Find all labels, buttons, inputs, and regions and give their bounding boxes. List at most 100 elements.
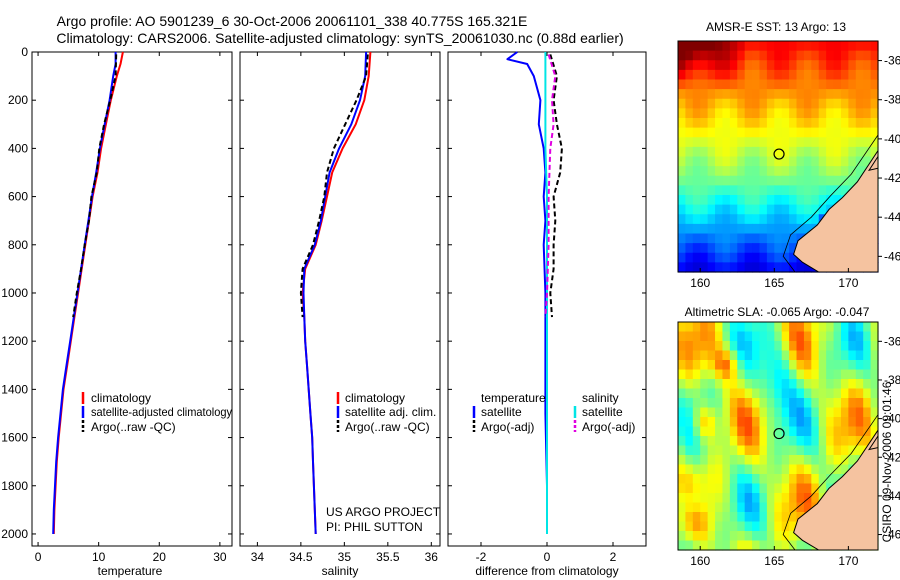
- sla-map-cell: [774, 464, 783, 475]
- sla-map-cell: [848, 426, 857, 437]
- sla-map-cell: [818, 483, 827, 494]
- sla-map-cell: [722, 360, 731, 371]
- sla-map-cell: [848, 341, 857, 352]
- sst-map-cell: [789, 89, 798, 100]
- sla-map-cell: [752, 379, 761, 390]
- sla-map-cell: [855, 341, 864, 352]
- credit-label: CSIRO 09-Nov-2006 09:01:46: [880, 381, 894, 542]
- sst-map-cell: [722, 118, 731, 129]
- sst-map-cell: [818, 108, 827, 119]
- sst-map-cell: [781, 204, 790, 215]
- sla-map-cell: [678, 369, 687, 380]
- sst-map-cell: [781, 98, 790, 109]
- sla-map-cell: [789, 502, 798, 513]
- sla-map-cell: [818, 436, 827, 447]
- sst-map-cell: [729, 146, 738, 158]
- sst-map-cell: [811, 166, 820, 177]
- sla-map-cell: [700, 360, 709, 371]
- sst-map-cell: [826, 60, 835, 71]
- sla-map-cell: [715, 322, 724, 333]
- sla-map-cell: [729, 322, 738, 333]
- sst-map-cell: [803, 146, 812, 158]
- sla-map-cell: [796, 483, 805, 494]
- sst-map-contour: [782, 134, 879, 273]
- sst-map-xtick-label: 165: [764, 276, 784, 290]
- sla-map-cell: [870, 360, 879, 371]
- sla-map-cell: [759, 521, 768, 532]
- sst-map-cell: [700, 195, 709, 206]
- sla-map-cell: [715, 398, 724, 409]
- sst-map-cell: [722, 175, 731, 186]
- sst-map-cell: [685, 243, 694, 254]
- sla-map-cell: [833, 445, 842, 456]
- sla-map-cell: [796, 379, 805, 390]
- sla-map-cell: [826, 379, 835, 390]
- sst-map-cell: [685, 233, 694, 244]
- sst-map-cell: [789, 98, 798, 109]
- sst-map-cell: [692, 137, 701, 148]
- sst-map-cell: [863, 41, 872, 52]
- sst-map-cell: [685, 69, 694, 81]
- sla-map-cell: [692, 540, 701, 551]
- sst-map-cell: [685, 137, 694, 148]
- sst-map-cell: [789, 127, 798, 138]
- sla-map-cell: [811, 398, 820, 409]
- sst-map-cell: [700, 214, 709, 225]
- sla-map-cell: [715, 464, 724, 475]
- sst-map-cell: [752, 108, 761, 119]
- sla-map-cell: [811, 369, 820, 380]
- sst-map-cell: [752, 166, 761, 177]
- sst-map-cell: [796, 60, 805, 71]
- sla-map-cell: [759, 436, 768, 447]
- sla-map-cell: [707, 360, 716, 371]
- sla-map-cell: [840, 360, 849, 371]
- temperature-series-line: [72, 54, 118, 318]
- sst-map-cell: [722, 79, 731, 90]
- sst-map-cell: [870, 127, 879, 138]
- sla-map-cell: [759, 512, 768, 523]
- sst-map-cell: [707, 127, 716, 138]
- sla-map-cell: [863, 417, 872, 428]
- sst-map-cell: [774, 69, 783, 81]
- sla-map-cell: [744, 512, 753, 523]
- sla-map-cell: [744, 464, 753, 475]
- sst-map-cell: [759, 146, 768, 158]
- sla-map-cell: [722, 521, 731, 532]
- sst-map-cell: [744, 185, 753, 196]
- salinity-xtick-label: 36: [425, 550, 439, 564]
- sst-map-cell: [707, 146, 716, 158]
- sst-map-cell: [692, 41, 701, 52]
- sst-map-cell: [678, 127, 687, 138]
- sla-map-cell: [766, 483, 775, 494]
- sla-map-cell: [692, 483, 701, 494]
- sst-map-cell: [818, 156, 827, 167]
- difference-legend: temperature satellite Argo(-adj) salinit…: [472, 391, 635, 434]
- sst-map-cell: [789, 204, 798, 215]
- sst-map-cell: [803, 89, 812, 100]
- sst-map-cell: [715, 108, 724, 119]
- sst-map-cell: [848, 137, 857, 148]
- sst-map-cell: [692, 185, 701, 196]
- sst-map-cell: [685, 262, 694, 273]
- sst-map-cell: [752, 69, 761, 81]
- sla-map-cell: [796, 350, 805, 361]
- sla-map-cell: [818, 379, 827, 390]
- sla-map-cell: [707, 483, 716, 494]
- sst-map-cell: [744, 233, 753, 244]
- sst-map-cell: [803, 108, 812, 119]
- sla-map-cell: [766, 417, 775, 428]
- sst-map-cell: [855, 89, 864, 100]
- sst-map-cell: [766, 223, 775, 235]
- sst-map-cell: [707, 156, 716, 167]
- depth-tick-label: 1600: [1, 431, 28, 445]
- sla-map-cell: [826, 426, 835, 437]
- sla-map-cell: [722, 388, 731, 399]
- sla-map-cell: [700, 455, 709, 466]
- sla-map-cell: [774, 483, 783, 494]
- sst-map-cell: [715, 127, 724, 138]
- sla-map-cell: [818, 455, 827, 466]
- sst-map-cell: [744, 175, 753, 186]
- sla-map-ytick-label: -44: [884, 489, 900, 503]
- sla-map-cell: [707, 445, 716, 456]
- sla-map-cell: [700, 417, 709, 428]
